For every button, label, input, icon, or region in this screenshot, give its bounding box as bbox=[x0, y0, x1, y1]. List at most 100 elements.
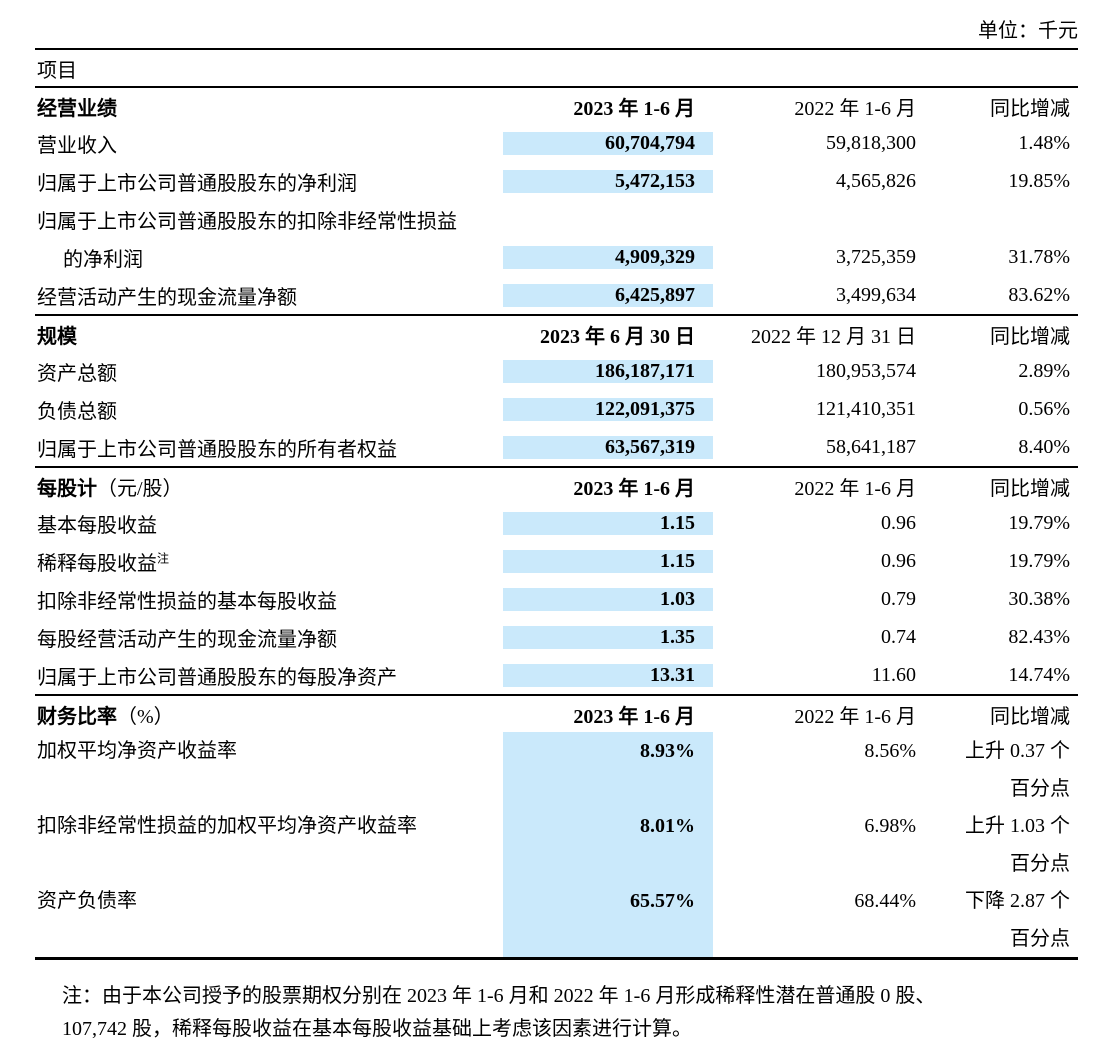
row-label-cell: 归属于上市公司普通股股东的扣除非经常性损益 bbox=[35, 205, 503, 234]
row-label-cell: 归属于上市公司普通股股东的每股净资产 bbox=[35, 661, 503, 690]
row-label-cell: 扣除非经常性损益的加权平均净资产收益率 bbox=[35, 807, 503, 882]
yoy-value: 2.89% bbox=[1018, 359, 1070, 382]
row-label-cell: 每股经营活动产生的现金流量净额 bbox=[35, 623, 503, 652]
value-2022: 6.98% bbox=[864, 815, 916, 837]
value-2023: 8.01% bbox=[503, 807, 713, 882]
column-header-2023: 2023 年 6 月 30 日 bbox=[540, 325, 695, 348]
value-2022: 68.44% bbox=[854, 890, 916, 912]
row-label: 每股经营活动产生的现金流量净额 bbox=[37, 628, 337, 651]
yoy-value: 19.85% bbox=[1008, 169, 1070, 192]
table-section: 每股计（元/股） 2023 年 1-6 月 2022 年 1-6 月 同比增减 基本每股… bbox=[35, 468, 1078, 696]
value-2022: 59,818,300 bbox=[826, 131, 916, 154]
value-2022: 11.60 bbox=[871, 663, 916, 686]
value-2023: 6,425,897 bbox=[503, 283, 713, 307]
row-label: 归属于上市公司普通股股东的每股净资产 bbox=[37, 666, 397, 689]
superscript-note-marker: 注 bbox=[157, 550, 170, 565]
row-label: 扣除非经常性损益的加权平均净资产收益率 bbox=[37, 815, 417, 837]
table-row: 资产总额 186,187,171 180,953,574 2.89% bbox=[35, 352, 1078, 390]
value-2022: 180,953,574 bbox=[816, 359, 916, 382]
yoy-cell: 上升 0.37 个百分点 bbox=[928, 732, 1078, 807]
row-label: 扣除非经常性损益的基本每股收益 bbox=[37, 590, 337, 613]
row-label: 归属于上市公司普通股股东的扣除非经常性损益 bbox=[37, 210, 457, 233]
row-label: 负债总额 bbox=[37, 400, 117, 423]
yoy-cell: 2.89% bbox=[928, 360, 1078, 383]
value-2023: 1.15 bbox=[503, 511, 713, 535]
section-title-cell: 财务比率（%） bbox=[35, 700, 503, 729]
item-column-header: 项目 bbox=[37, 59, 77, 82]
column-header-yoy: 同比增减 bbox=[990, 477, 1070, 500]
yoy-value: 上升 0.37 个 bbox=[965, 740, 1070, 762]
yoy-value: 8.40% bbox=[1018, 435, 1070, 458]
row-label-cell: 资产负债率 bbox=[35, 882, 503, 957]
table-row: 基本每股收益 1.15 0.96 19.79% bbox=[35, 504, 1078, 542]
section-header-row: 规模 2023 年 6 月 30 日 2022 年 12 月 31 日 同比增减 bbox=[35, 316, 1078, 352]
table-sections: 经营业绩 2023 年 1-6 月 2022 年 1-6 月 同比增减 营业收入 60,7… bbox=[35, 88, 1078, 960]
row-label: 经营活动产生的现金流量净额 bbox=[37, 286, 297, 309]
yoy-value-unit: 百分点 bbox=[1010, 778, 1070, 800]
value-2023: 1.15 bbox=[503, 549, 713, 573]
yoy-value: 上升 1.03 个 bbox=[965, 815, 1070, 837]
table-row: 资产负债率 65.57% 68.44% 下降 2.87 个百分点 bbox=[35, 882, 1078, 957]
section-title: 经营业绩 bbox=[37, 97, 117, 120]
value-2022: 0.96 bbox=[881, 511, 916, 534]
unit-label: 单位：千元 bbox=[978, 20, 1078, 42]
footnote-line-2: 107,742 股，稀释每股收益在基本每股收益基础上考虑该因素进行计算。 bbox=[62, 1018, 692, 1040]
value-2022: 0.79 bbox=[881, 587, 916, 610]
column-header-2023: 2023 年 1-6 月 bbox=[573, 477, 695, 500]
section-title: 财务比率 bbox=[37, 705, 117, 728]
value-2022: 3,725,359 bbox=[836, 245, 916, 268]
table-row: 归属于上市公司普通股股东的每股净资产 13.31 11.60 14.74% bbox=[35, 656, 1078, 694]
row-label-cell: 负债总额 bbox=[35, 395, 503, 424]
table-header-row: 项目 bbox=[35, 50, 1078, 88]
yoy-value-unit: 百分点 bbox=[1010, 928, 1070, 950]
footnote-line-1: 注：由于本公司授予的股票期权分别在 2023 年 1-6 月和 2022 年 1… bbox=[62, 985, 936, 1007]
yoy-cell: 82.43% bbox=[928, 626, 1078, 649]
column-header-2023: 2023 年 1-6 月 bbox=[573, 705, 695, 728]
row-label: 资产总额 bbox=[37, 362, 117, 385]
yoy-cell: 下降 2.87 个百分点 bbox=[928, 882, 1078, 957]
row-label-cell: 营业收入 bbox=[35, 129, 503, 158]
value-2022: 0.74 bbox=[881, 625, 916, 648]
yoy-cell: 83.62% bbox=[928, 284, 1078, 307]
value-2023: 5,472,153 bbox=[503, 169, 713, 193]
yoy-value: 19.79% bbox=[1008, 549, 1070, 572]
section-header-row: 每股计（元/股） 2023 年 1-6 月 2022 年 1-6 月 同比增减 bbox=[35, 468, 1078, 504]
yoy-cell: 19.79% bbox=[928, 550, 1078, 573]
column-header-2022: 2022 年 1-6 月 bbox=[794, 705, 916, 728]
row-label-cell: 归属于上市公司普通股股东的所有者权益 bbox=[35, 433, 503, 462]
row-label-cell: 稀释每股收益注 bbox=[35, 547, 503, 576]
yoy-value-unit: 百分点 bbox=[1010, 853, 1070, 875]
value-2023: 60,704,794 bbox=[503, 131, 713, 155]
row-label: 稀释每股收益 bbox=[37, 552, 157, 575]
yoy-value: 下降 2.87 个 bbox=[965, 890, 1070, 912]
table-row: 营业收入 60,704,794 59,818,300 1.48% bbox=[35, 124, 1078, 162]
table-row: 经营活动产生的现金流量净额 6,425,897 3,499,634 83.62% bbox=[35, 276, 1078, 314]
table-row: 归属于上市公司普通股股东的扣除非经常性损益 bbox=[35, 200, 1078, 238]
value-2022: 58,641,187 bbox=[826, 435, 916, 458]
row-label: 资产负债率 bbox=[37, 890, 137, 912]
value-2023: 1.03 bbox=[503, 587, 713, 611]
value-2022: 121,410,351 bbox=[816, 397, 916, 420]
yoy-value: 31.78% bbox=[1008, 245, 1070, 268]
table-section: 财务比率（%） 2023 年 1-6 月 2022 年 1-6 月 同比增减 加权平均净… bbox=[35, 696, 1078, 960]
yoy-cell: 31.78% bbox=[928, 246, 1078, 269]
column-header-2022: 2022 年 1-6 月 bbox=[794, 477, 916, 500]
table-section: 规模 2023 年 6 月 30 日 2022 年 12 月 31 日 同比增减 资产总… bbox=[35, 316, 1078, 468]
yoy-value: 14.74% bbox=[1008, 663, 1070, 686]
value-2023: 8.93% bbox=[503, 732, 713, 807]
column-header-2022: 2022 年 12 月 31 日 bbox=[751, 325, 916, 348]
row-label-cell: 的净利润 bbox=[35, 243, 503, 272]
section-header-row: 财务比率（%） 2023 年 1-6 月 2022 年 1-6 月 同比增减 bbox=[35, 696, 1078, 732]
row-label-cell: 归属于上市公司普通股股东的净利润 bbox=[35, 167, 503, 196]
value-2023: 4,909,329 bbox=[503, 245, 713, 269]
yoy-value: 0.56% bbox=[1018, 397, 1070, 420]
yoy-cell: 19.79% bbox=[928, 512, 1078, 535]
row-label: 加权平均净资产收益率 bbox=[37, 740, 237, 762]
yoy-value: 1.48% bbox=[1018, 131, 1070, 154]
yoy-cell: 30.38% bbox=[928, 588, 1078, 611]
yoy-value: 30.38% bbox=[1008, 587, 1070, 610]
table-row: 扣除非经常性损益的加权平均净资产收益率 8.01% 6.98% 上升 1.03 个百分… bbox=[35, 807, 1078, 882]
row-label-cell: 扣除非经常性损益的基本每股收益 bbox=[35, 585, 503, 614]
row-label: 归属于上市公司普通股股东的所有者权益 bbox=[37, 438, 397, 461]
